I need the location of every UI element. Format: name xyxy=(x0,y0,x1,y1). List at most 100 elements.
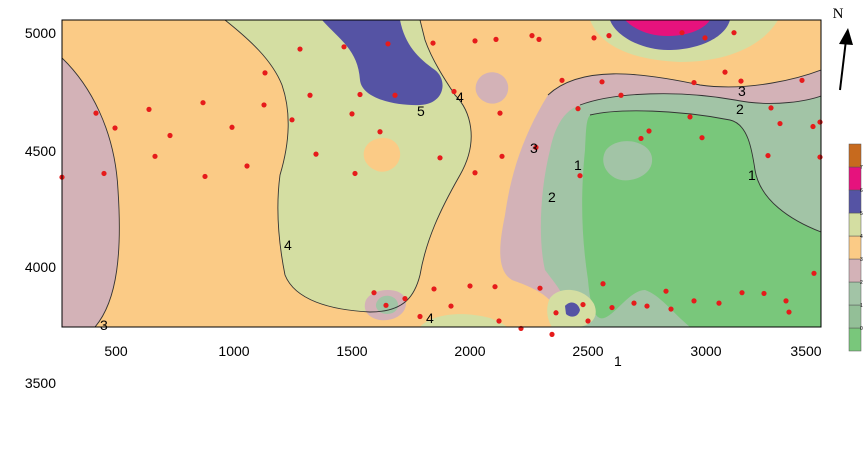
x-tick-label: 3000 xyxy=(690,343,721,359)
band-5-6-north xyxy=(322,20,443,106)
sample-point xyxy=(699,135,705,141)
sample-point xyxy=(577,173,583,179)
contour-label: 1 xyxy=(574,157,582,173)
pocket-5-6-southeast xyxy=(565,302,580,317)
x-tick-label: 2000 xyxy=(454,343,485,359)
legend-swatch xyxy=(848,143,862,168)
sample-point xyxy=(580,301,586,308)
contour-label: 5 xyxy=(417,103,425,119)
contour-label: 1 xyxy=(748,167,756,183)
sample-point xyxy=(499,153,505,159)
sample-point xyxy=(691,79,697,86)
x-tick-label: 2500 xyxy=(572,343,603,359)
sample-point xyxy=(811,270,817,276)
sample-point xyxy=(437,155,443,161)
sample-point xyxy=(599,79,605,85)
sample-point xyxy=(768,105,774,111)
sample-point xyxy=(383,302,389,308)
sample-point xyxy=(385,41,391,47)
y-tick-label: 5000 xyxy=(25,25,56,41)
sample-point xyxy=(668,306,674,312)
contour-label: 4 xyxy=(426,310,434,326)
sample-point xyxy=(244,163,250,169)
sample-point xyxy=(618,92,624,98)
sample-point xyxy=(112,125,118,131)
sample-point xyxy=(644,303,650,309)
sample-point xyxy=(663,288,669,294)
legend: 0 1 2 3 4 5 6 7 xyxy=(848,143,863,352)
legend-label: 2 xyxy=(860,280,863,286)
contour-fills xyxy=(62,20,821,327)
sample-point xyxy=(349,111,355,117)
sample-point xyxy=(472,38,478,44)
sample-point xyxy=(202,173,208,180)
sample-point xyxy=(496,318,502,324)
contour-label: 3 xyxy=(738,83,746,99)
sample-point xyxy=(600,281,606,287)
sample-point xyxy=(646,128,652,134)
north-arrow: N xyxy=(833,6,853,91)
contour-label: 3 xyxy=(100,317,108,333)
sample-point xyxy=(297,46,303,52)
sample-point xyxy=(765,152,771,159)
pocket-3-4 xyxy=(363,137,401,172)
sample-point xyxy=(392,92,398,98)
y-tick-label: 4000 xyxy=(25,259,56,275)
sample-point xyxy=(786,309,792,315)
contour-label: 4 xyxy=(284,237,292,253)
sample-point xyxy=(430,40,436,46)
pocket-1-2 xyxy=(603,141,653,181)
band-2-3-west xyxy=(62,58,120,327)
sample-point xyxy=(799,77,805,83)
sample-point xyxy=(357,91,363,98)
sample-point xyxy=(731,30,737,36)
legend-label: 4 xyxy=(860,234,863,240)
legend-label: 7 xyxy=(860,165,863,171)
contour-line-1-east xyxy=(589,110,821,233)
sample-point xyxy=(609,304,615,311)
sample-point xyxy=(261,102,267,108)
sample-point xyxy=(431,286,437,292)
contour-label: 2 xyxy=(548,189,556,205)
sample-point xyxy=(492,284,498,290)
sample-point xyxy=(591,35,597,41)
north-arrow-shaft xyxy=(839,39,847,91)
sample-point xyxy=(722,69,728,75)
sample-point xyxy=(716,300,722,306)
contour-line-3-west xyxy=(62,57,120,327)
sample-point xyxy=(777,120,783,127)
sample-point xyxy=(739,290,745,296)
contour-label: 3 xyxy=(530,140,538,156)
contour-labels: 5 4 3 2 1 4 4 3 3 2 1 1 xyxy=(100,83,756,369)
sample-point xyxy=(761,290,767,297)
sample-point xyxy=(377,129,383,135)
sample-point xyxy=(553,310,559,316)
sample-point xyxy=(702,35,708,41)
north-arrow-head xyxy=(839,28,853,45)
band-6-7 xyxy=(625,20,710,36)
sample-point xyxy=(146,106,152,112)
sample-points xyxy=(59,30,823,337)
sample-point xyxy=(352,170,358,177)
sample-point xyxy=(687,114,693,120)
sample-point xyxy=(537,285,543,291)
contour-label: 2 xyxy=(736,101,744,117)
legend-label: 0 xyxy=(860,326,863,332)
sample-point xyxy=(493,36,499,42)
sample-point xyxy=(472,170,478,176)
sample-point xyxy=(691,298,697,304)
sample-point xyxy=(229,124,235,130)
legend-label: 6 xyxy=(860,188,863,194)
sample-point xyxy=(549,331,555,337)
contour-line-2-east xyxy=(579,93,821,106)
sample-point xyxy=(536,36,542,42)
legend-label: 5 xyxy=(860,211,863,217)
contour-label: 1 xyxy=(614,353,622,369)
x-tick-label: 3500 xyxy=(790,343,821,359)
sample-point xyxy=(810,123,816,130)
contour-line-3-east xyxy=(547,69,821,96)
sample-point xyxy=(152,153,158,159)
sample-point xyxy=(341,44,347,50)
sample-point xyxy=(585,318,591,324)
sample-point xyxy=(451,88,457,95)
